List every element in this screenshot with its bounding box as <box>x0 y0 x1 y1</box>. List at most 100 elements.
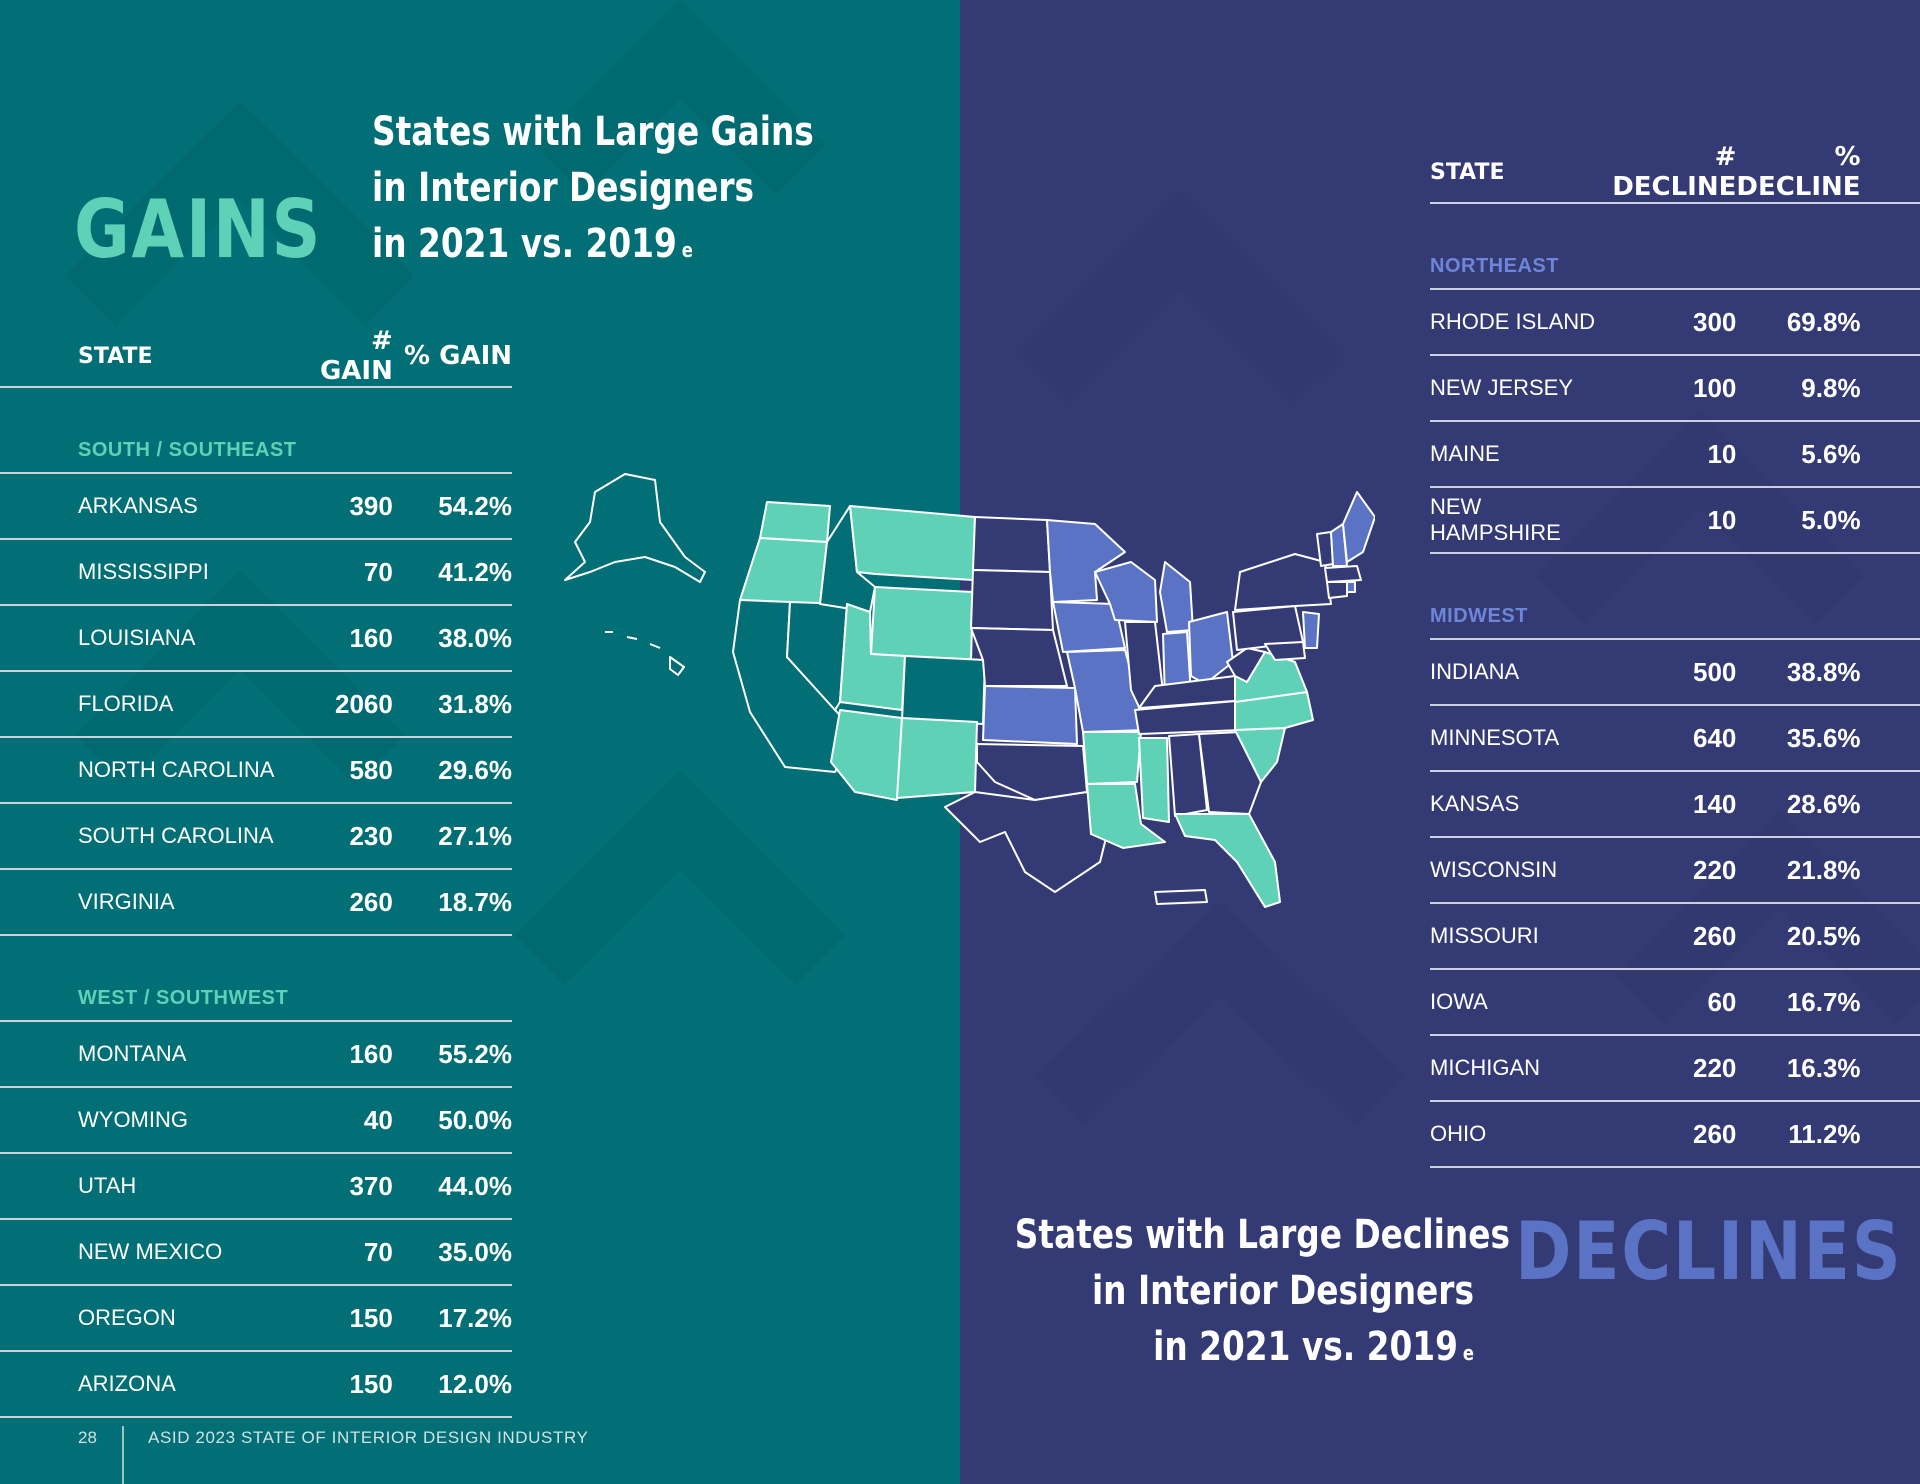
state-name: VIRGINIA <box>0 869 320 936</box>
table-row: MONTANA 160 55.2% <box>0 1021 512 1088</box>
gain-percent: 50.0% <box>392 1087 512 1154</box>
alaska-shape <box>564 473 706 583</box>
state-name: FLORIDA <box>0 671 320 738</box>
table-row: LOUISIANA 160 38.0% <box>0 605 512 672</box>
state-name: UTAH <box>0 1153 320 1220</box>
state-nd <box>972 516 1051 573</box>
state-md <box>1264 641 1306 661</box>
table-row: MAINE 10 5.6% <box>1430 421 1920 488</box>
gain-count: 150 <box>319 1351 393 1418</box>
gain-percent: 29.6% <box>392 737 512 804</box>
gain-count: 40 <box>319 1087 393 1154</box>
gain-count: 150 <box>319 1285 393 1352</box>
col-header-pct: % DECLINE <box>1736 142 1861 204</box>
decline-percent: 16.7% <box>1736 969 1861 1036</box>
gain-percent: 27.1% <box>392 803 512 870</box>
state-co <box>901 655 986 725</box>
estimate-superscript: e <box>681 238 693 262</box>
gain-percent: 41.2% <box>392 539 512 606</box>
gain-percent: 35.0% <box>392 1219 512 1286</box>
table-row: NEW HAMPSHIRE 10 5.0% <box>1430 487 1920 554</box>
state-name: WISCONSIN <box>1430 837 1613 904</box>
table-row: ARIZONA 150 12.0% <box>0 1351 512 1418</box>
us-states-map <box>564 473 1375 908</box>
decline-count: 260 <box>1612 903 1737 970</box>
gain-percent: 55.2% <box>392 1021 512 1088</box>
publication-title: ASID 2023 STATE OF INTERIOR DESIGN INDUS… <box>148 1428 589 1447</box>
table-row: NEW MEXICO 70 35.0% <box>0 1219 512 1286</box>
state-name: NEW JERSEY <box>1430 355 1613 422</box>
declines-subtitle: States with Large Declines in Interior D… <box>1015 1207 1510 1375</box>
estimate-superscript: e <box>1462 1341 1474 1365</box>
declines-subtitle-line: in Interior Designers <box>1091 1268 1474 1314</box>
decline-percent: 35.6% <box>1736 705 1861 772</box>
table-row: RHODE ISLAND 300 69.8% <box>1430 289 1920 356</box>
gain-count: 370 <box>319 1153 393 1220</box>
table-row: OREGON 150 17.2% <box>0 1285 512 1352</box>
col-header-spacer <box>1860 142 1920 204</box>
decline-count: 260 <box>1612 1101 1737 1168</box>
state-ia <box>1052 601 1126 653</box>
decline-percent: 16.3% <box>1736 1035 1861 1102</box>
decline-count: 500 <box>1612 639 1737 706</box>
state-me <box>1342 491 1375 563</box>
table-row: MINNESOTA 640 35.6% <box>1430 705 1920 772</box>
gain-percent: 38.0% <box>392 605 512 672</box>
state-name: NORTH CAROLINA <box>0 737 320 804</box>
group-label: WEST / SOUTHWEST <box>0 935 512 1022</box>
gain-count: 580 <box>319 737 393 804</box>
table-row: WYOMING 40 50.0% <box>0 1087 512 1154</box>
state-wi <box>1094 561 1158 623</box>
table-row: OHIO 260 11.2% <box>1430 1101 1920 1168</box>
col-header-state: STATE <box>1430 142 1613 204</box>
gains-subtitle-line: in 2021 vs. 2019 e <box>372 216 831 272</box>
decline-count: 10 <box>1612 487 1737 554</box>
decline-percent: 5.6% <box>1736 421 1861 488</box>
state-name: MAINE <box>1430 421 1613 488</box>
state-or <box>739 537 828 605</box>
state-tx <box>944 791 1111 893</box>
gains-subtitle-line: States with Large Gains <box>372 109 814 155</box>
page-number: 28 <box>78 1428 97 1447</box>
gain-count: 260 <box>319 869 393 936</box>
state-nj <box>1302 611 1320 649</box>
state-sd <box>970 569 1054 631</box>
state-ar <box>1082 731 1142 785</box>
decline-percent: 69.8% <box>1736 289 1861 356</box>
state-ri <box>1346 581 1356 593</box>
decline-count: 640 <box>1612 705 1737 772</box>
state-la <box>1086 783 1166 849</box>
decline-percent: 38.8% <box>1736 639 1861 706</box>
declines-subtitle-line: in 2021 vs. 2019 e <box>1015 1319 1474 1375</box>
state-name: ARIZONA <box>0 1351 320 1418</box>
declines-table: STATE # DECLINE % DECLINE NORTHEAST RHOD… <box>1430 142 1920 1168</box>
group-label: SOUTH / SOUTHEAST <box>0 387 512 474</box>
state-name: OHIO <box>1430 1101 1613 1168</box>
gain-count: 390 <box>319 473 393 540</box>
state-name: NEW MEXICO <box>0 1219 320 1286</box>
state-mt <box>849 505 976 581</box>
gain-count: 70 <box>319 539 393 606</box>
state-wa <box>759 501 831 543</box>
table-row: NORTH CAROLINA 580 29.6% <box>0 737 512 804</box>
gain-percent: 12.0% <box>392 1351 512 1418</box>
gains-subtitle: States with Large Gains in Interior Desi… <box>372 104 831 272</box>
state-az <box>830 709 903 801</box>
gain-percent: 31.8% <box>392 671 512 738</box>
state-wv <box>1226 647 1266 683</box>
decline-count: 220 <box>1612 1035 1737 1102</box>
table-row: INDIANA 500 38.8% <box>1430 639 1920 706</box>
state-ne <box>970 627 1068 687</box>
table-row: MISSISSIPPI 70 41.2% <box>0 539 512 606</box>
gain-count: 70 <box>319 1219 393 1286</box>
table-row: SOUTH CAROLINA 230 27.1% <box>0 803 512 870</box>
decline-count: 60 <box>1612 969 1737 1036</box>
declines-subtitle-line-text: in 2021 vs. 2019 <box>1153 1324 1458 1370</box>
state-ms <box>1138 737 1170 823</box>
state-name: OREGON <box>0 1285 320 1352</box>
hawaii-shape <box>605 631 685 676</box>
group-header-row: WEST / SOUTHWEST <box>0 935 512 1022</box>
state-oh <box>1188 611 1234 685</box>
state-name: MICHIGAN <box>1430 1035 1613 1102</box>
